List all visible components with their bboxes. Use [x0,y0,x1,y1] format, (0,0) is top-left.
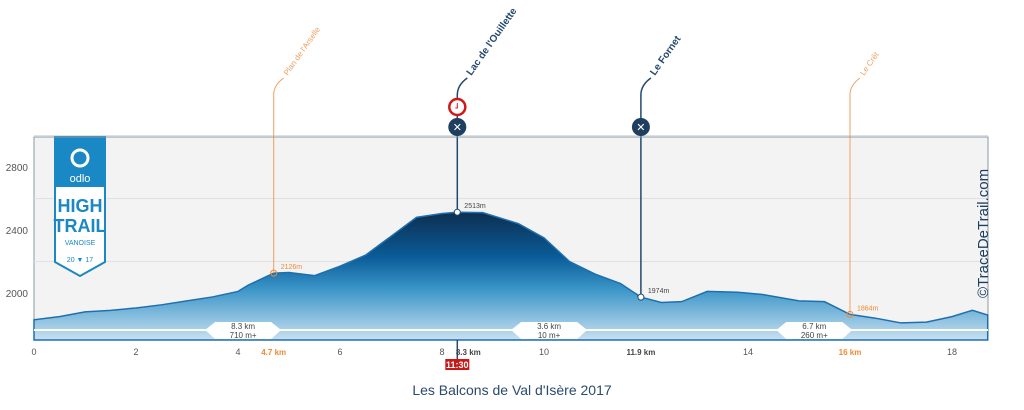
watermark: ©TraceDeTrail.com [975,169,992,298]
food-icon [631,118,650,136]
svg-text:✕: ✕ [636,122,645,134]
svg-text:20 ▼ 17: 20 ▼ 17 [67,257,93,264]
waypoint-name: Le Fornet [648,34,684,78]
svg-text:710 m+: 710 m+ [230,331,257,340]
x-tick-label: 6 [337,347,342,357]
x-tick-label: 10 [539,347,549,357]
svg-text:10 m+: 10 m+ [538,331,561,340]
elevation-label: 2513m [464,203,486,210]
x-tick-label: 8 [439,347,444,357]
svg-text:260 m+: 260 m+ [801,331,828,340]
elevation-area [33,211,989,341]
svg-text:HIGH: HIGH [58,196,103,216]
y-tick-label: 2000 [6,289,29,300]
waypoint-name: Lac de l'Ouillette [465,6,520,78]
x-tick-label: 14 [743,347,753,357]
svg-text:✕: ✕ [453,122,462,134]
food-icon [448,118,467,136]
chart-title: Les Balcons de Val d'Isère 2017 [412,382,612,398]
svg-text:odlo: odlo [70,173,91,185]
svg-text:8.3 km: 8.3 km [231,322,255,331]
km-label: 4.7 km [261,348,286,357]
waypoint-name: Plan de l'Arselle [282,25,322,77]
km-label: 8.3 km [456,348,481,357]
x-tick-label: 18 [947,347,957,357]
svg-text:3.6 km: 3.6 km [537,322,561,331]
svg-text:TRAIL: TRAIL [54,216,107,236]
km-label: 16 km [839,348,862,357]
x-tick-label: 2 [133,347,138,357]
odlo-high-trail-logo: odlo HIGH TRAIL VANOISE 20 ▼ 17 [54,136,107,278]
waypoint-name: Le Crêt [858,50,881,77]
time-badge [445,359,470,370]
x-tick-label: 4 [235,347,240,357]
x-tick-label: 0 [31,347,36,357]
elevation-label: 1864m [857,305,879,312]
svg-text:6.7 km: 6.7 km [802,322,826,331]
elevation-label: 2126m [281,264,303,271]
km-label: 11.9 km [626,348,655,357]
y-tick-label: 2400 [6,226,29,237]
svg-text:VANOISE: VANOISE [65,240,96,247]
elevation-label: 1974m [648,288,670,295]
y-tick-label: 2800 [6,163,29,174]
svg-text:11:30: 11:30 [446,360,469,370]
